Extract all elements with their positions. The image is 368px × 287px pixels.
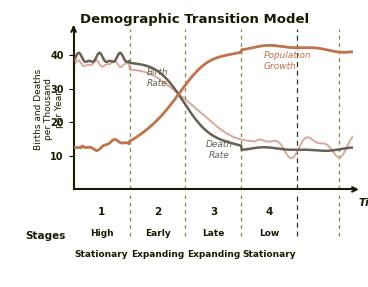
Y-axis label: Births and Deaths
per Thousand
per Year: Births and Deaths per Thousand per Year — [34, 68, 64, 150]
Text: Stationary: Stationary — [243, 250, 296, 259]
Text: Early: Early — [145, 229, 170, 238]
Text: Death
Rate: Death Rate — [205, 140, 233, 160]
Text: Expanding: Expanding — [131, 250, 184, 259]
Text: Stationary: Stationary — [75, 250, 128, 259]
Text: Birth
Rate: Birth Rate — [147, 68, 168, 88]
Text: Late: Late — [202, 229, 224, 238]
Text: 3: 3 — [210, 207, 217, 217]
Text: Low: Low — [259, 229, 280, 238]
Text: High: High — [90, 229, 113, 238]
Text: 4: 4 — [266, 207, 273, 217]
Text: Population
Growth: Population Growth — [264, 51, 311, 71]
Text: 2: 2 — [154, 207, 161, 217]
Text: Stages: Stages — [25, 232, 65, 241]
Text: Demographic Transition Model: Demographic Transition Model — [81, 13, 309, 26]
Text: 1: 1 — [98, 207, 105, 217]
Text: Time: Time — [359, 197, 368, 208]
Text: Expanding: Expanding — [187, 250, 240, 259]
